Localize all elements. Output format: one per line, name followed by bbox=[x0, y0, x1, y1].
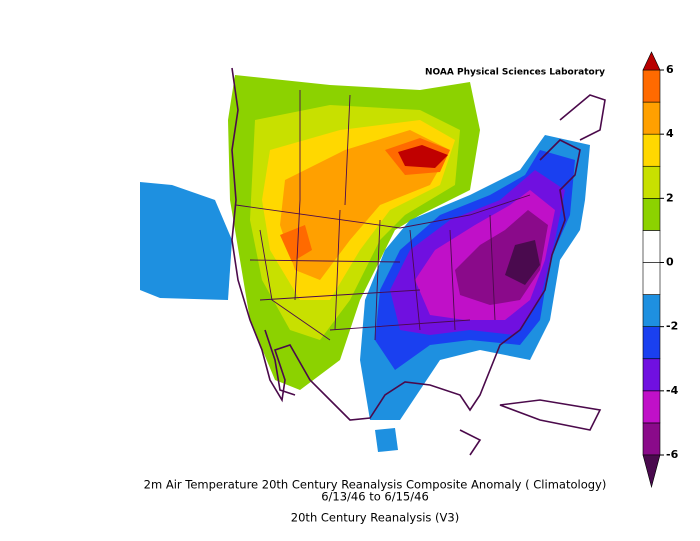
colorbar-tick-label: -2 bbox=[666, 320, 678, 333]
colorbar-tick-label: -4 bbox=[666, 384, 679, 397]
color-segment bbox=[642, 133, 661, 167]
anomaly-field bbox=[140, 75, 590, 452]
coastlines bbox=[231, 67, 606, 456]
color-segment bbox=[642, 358, 661, 392]
credit: NOAA Physical Sciences Laboratory bbox=[425, 68, 605, 78]
color-segment bbox=[642, 326, 661, 360]
color-segment bbox=[642, 69, 661, 103]
colorbar-tick-label: 4 bbox=[666, 127, 674, 140]
date-range: 6/13/46 to 6/15/46 bbox=[321, 490, 429, 504]
color-segment bbox=[642, 390, 661, 424]
color-segment bbox=[642, 294, 661, 327]
data-source: 20th Century Reanalysis (V3) bbox=[291, 511, 459, 525]
colorbar-tick-label: 2 bbox=[666, 191, 674, 204]
map bbox=[140, 67, 606, 456]
map-title: 2m Air Temperature 20th Century Reanalys… bbox=[144, 478, 607, 492]
color-segment bbox=[642, 198, 661, 231]
borders bbox=[235, 90, 531, 341]
colorbar-tick-label: 6 bbox=[666, 63, 674, 76]
colorbar: -6 -4 -2 0 2 4 6 bbox=[642, 51, 679, 489]
color-segment bbox=[642, 165, 661, 199]
colorbar-tick-label: -6 bbox=[666, 448, 679, 461]
colorbar-tick-label: 0 bbox=[666, 256, 674, 269]
color-segment bbox=[642, 101, 661, 135]
over-arrow bbox=[642, 51, 661, 71]
color-segment bbox=[642, 262, 661, 295]
color-segment bbox=[642, 230, 661, 263]
color-segment bbox=[642, 422, 661, 456]
under-arrow bbox=[642, 454, 661, 489]
